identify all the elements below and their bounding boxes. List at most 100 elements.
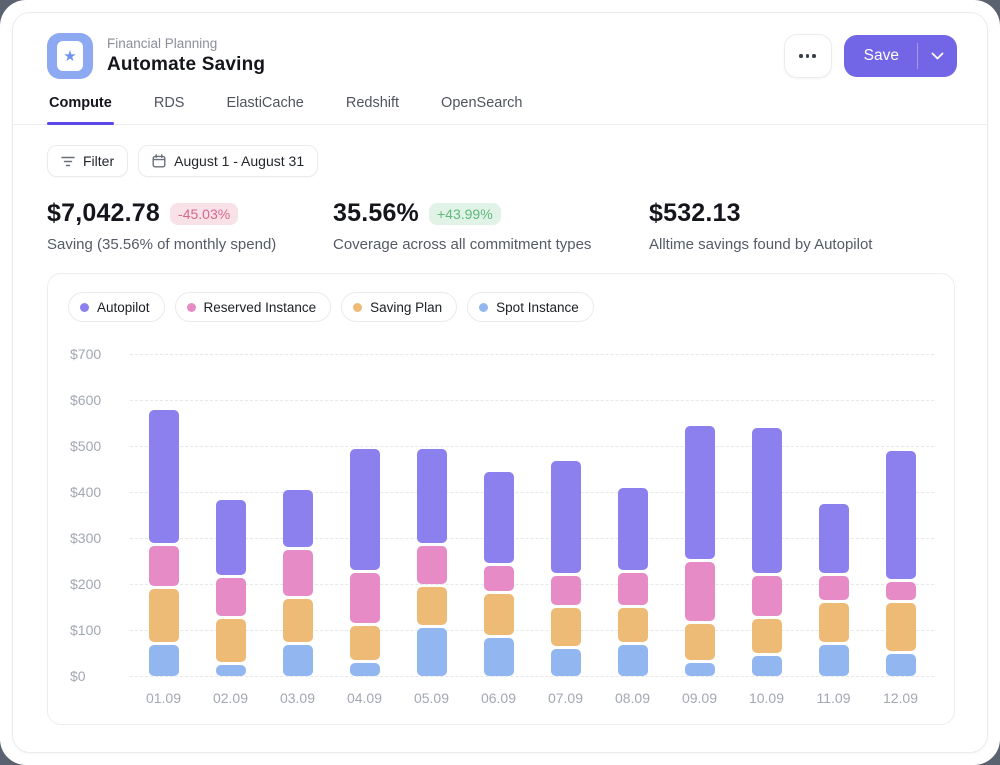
- chart-legend: Autopilot Reserved Instance Saving Plan Spo…: [68, 292, 934, 322]
- app-logo-icon: ★: [47, 33, 93, 79]
- bar-segment: [550, 649, 581, 676]
- gridline: [130, 446, 934, 447]
- tab-redshift[interactable]: Redshift: [345, 95, 400, 111]
- bar-segment: [885, 451, 916, 580]
- bar-column: [666, 354, 733, 676]
- kpi-delta-badge: +43.99%: [429, 202, 501, 225]
- stacked-bar: [617, 488, 648, 676]
- tab-compute[interactable]: Compute: [47, 95, 114, 125]
- bar-segment: [550, 460, 581, 573]
- legend-dot-icon: [353, 302, 363, 312]
- kpi-alltime-savings: $532.13 Alltime savings found by Autopil…: [649, 199, 953, 253]
- bar-segment: [215, 665, 246, 676]
- y-axis-label: $300: [70, 530, 102, 546]
- legend-chip[interactable]: Saving Plan: [341, 292, 458, 322]
- plot-area: [130, 354, 934, 677]
- bar-segment: [818, 575, 849, 601]
- bar-segment: [483, 566, 514, 591]
- x-axis-label: 03.09: [279, 690, 316, 706]
- bar-segment: [282, 644, 313, 676]
- bar-segment: [282, 550, 313, 596]
- save-split-button[interactable]: Save: [843, 35, 957, 77]
- filter-row: Filter August 1 - August 31: [13, 125, 987, 177]
- bar-column: [532, 354, 599, 676]
- bar-segment: [617, 488, 648, 571]
- bar-segment: [818, 603, 849, 642]
- gridline: [130, 492, 934, 493]
- gridline: [130, 538, 934, 539]
- bar-segment: [684, 623, 715, 660]
- chart-area: $0 $100 $200 $300 $400 $500 $600 $700: [68, 346, 934, 684]
- y-axis-label: $400: [70, 484, 102, 500]
- bar-segment: [818, 644, 849, 676]
- save-divider: [917, 43, 918, 69]
- bar-column: [331, 354, 398, 676]
- page-title: Automate Saving: [107, 54, 266, 75]
- bar-column: [264, 354, 331, 676]
- bar-segment: [684, 662, 715, 676]
- bar-segment: [215, 577, 246, 617]
- stacked-bar: [818, 504, 849, 676]
- x-axis-label: 08.09: [614, 690, 651, 706]
- x-axis-label: 09.09: [681, 690, 718, 706]
- bar-segment: [885, 653, 916, 676]
- bar-segment: [483, 593, 514, 635]
- bar-segment: [483, 637, 514, 676]
- bar-segment: [617, 644, 648, 676]
- stacked-bar: [349, 449, 380, 676]
- legend-chip[interactable]: Autopilot: [68, 292, 165, 322]
- bar-column: [197, 354, 264, 676]
- bar-segment: [617, 573, 648, 605]
- kpi-subtitle: Coverage across all commitment types: [333, 236, 592, 253]
- kpi-subtitle: Alltime savings found by Autopilot: [649, 236, 873, 253]
- x-axis-label: 10.09: [748, 690, 785, 706]
- save-dropdown-button[interactable]: [918, 35, 957, 77]
- y-axis-label: $200: [70, 576, 102, 592]
- bar-segment: [215, 619, 246, 663]
- bar-segment: [416, 545, 447, 585]
- y-axis: $0 $100 $200 $300 $400 $500 $600 $700: [68, 346, 130, 684]
- save-button[interactable]: Save: [863, 47, 899, 64]
- tab-rds[interactable]: RDS: [153, 95, 185, 111]
- ellipsis-icon: [799, 54, 816, 58]
- y-axis-label: $100: [70, 622, 102, 638]
- x-axis-label: 12.09: [882, 690, 919, 706]
- legend-dot-icon: [186, 302, 196, 312]
- bar-segment: [416, 587, 447, 626]
- bar-segment: [148, 589, 179, 642]
- legend-label: Reserved Instance: [203, 299, 317, 315]
- title-block: Financial Planning Automate Saving: [107, 36, 784, 76]
- stacked-bar: [416, 449, 447, 676]
- bar-segment: [483, 472, 514, 564]
- legend-chip[interactable]: Reserved Instance: [174, 292, 332, 322]
- bar-segment: [349, 662, 380, 676]
- x-axis-label: 07.09: [547, 690, 584, 706]
- bar-column: [733, 354, 800, 676]
- y-axis-label: $500: [70, 438, 102, 454]
- tab-elasticache[interactable]: ElastiCache: [226, 95, 304, 111]
- x-axis-label: 11.09: [816, 690, 851, 706]
- date-range-label: August 1 - August 31: [174, 153, 305, 169]
- filter-button[interactable]: Filter: [47, 145, 129, 177]
- star-icon: ★: [57, 41, 83, 71]
- kpi-subtitle: Saving (35.56% of monthly spend): [47, 236, 277, 253]
- legend-label: Spot Instance: [496, 299, 579, 315]
- date-range-button[interactable]: August 1 - August 31: [138, 145, 319, 177]
- more-button[interactable]: [783, 34, 832, 78]
- bar-column: [867, 354, 934, 676]
- bar-segment: [148, 644, 179, 676]
- chevron-down-icon: [931, 52, 944, 60]
- tab-opensearch[interactable]: OpenSearch: [441, 95, 523, 111]
- bar-segment: [148, 409, 179, 543]
- kpi-coverage: 35.56% +43.99% Coverage across all commi…: [333, 199, 649, 253]
- chart-card: Autopilot Reserved Instance Saving Plan Spo…: [47, 273, 955, 725]
- legend-chip[interactable]: Spot Instance: [467, 292, 594, 322]
- bar-segment: [684, 426, 715, 559]
- kpi-value: 35.56%: [333, 199, 419, 227]
- header: ★ Financial Planning Automate Saving Sav…: [13, 13, 987, 79]
- bar-segment: [148, 545, 179, 587]
- kpi-delta-badge: -45.03%: [170, 202, 239, 225]
- main-card: ★ Financial Planning Automate Saving Sav…: [12, 12, 988, 753]
- header-actions: Save: [783, 34, 957, 78]
